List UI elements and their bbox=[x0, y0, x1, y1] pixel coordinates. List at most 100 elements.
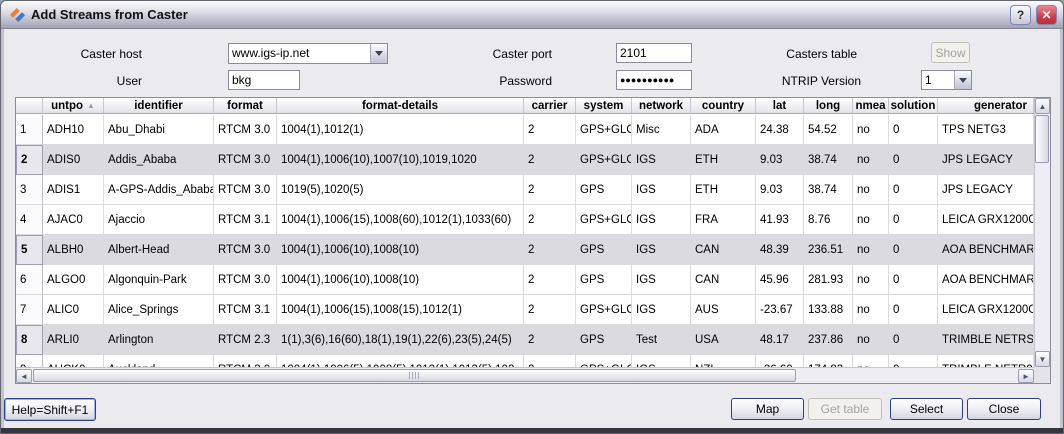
cell-identifier: A-GPS-Addis_Ababa bbox=[104, 175, 214, 205]
row-number-cell[interactable]: 1 bbox=[16, 115, 43, 145]
row-number-cell[interactable]: 6 bbox=[16, 265, 43, 295]
app-icon bbox=[9, 8, 26, 23]
table-body: 1 ADH10 Abu_Dhabi RTCM 3.0 1004(1),1012(… bbox=[16, 115, 1034, 367]
table-row[interactable]: 6 ALGO0 Algonquin-Park RTCM 3.0 1004(1),… bbox=[16, 265, 1034, 295]
cell-solution: 0 bbox=[889, 235, 938, 265]
row-number-cell[interactable]: 8 bbox=[16, 325, 43, 355]
header-system[interactable]: system bbox=[576, 98, 632, 113]
table-row[interactable]: 4 AJAC0 Ajaccio RTCM 3.1 1004(1),1006(15… bbox=[16, 205, 1034, 235]
vertical-scrollbar-thumb[interactable] bbox=[1035, 115, 1049, 163]
caster-host-combo[interactable]: www.igs-ip.net bbox=[228, 43, 388, 64]
streams-table: untpo ▲ identifier format format-details… bbox=[15, 97, 1051, 384]
header-long[interactable]: long bbox=[804, 98, 853, 113]
header-solution[interactable]: solution bbox=[889, 98, 938, 113]
ntrip-version-value: 1 bbox=[925, 73, 932, 87]
cell-lat: 24.38 bbox=[756, 115, 804, 145]
close-button[interactable]: Close bbox=[967, 398, 1041, 420]
cell-carrier: 2 bbox=[524, 325, 576, 355]
cell-lat: 9.03 bbox=[756, 175, 804, 205]
caster-port-input[interactable]: 2101 bbox=[616, 43, 692, 63]
user-input[interactable]: bkg bbox=[228, 70, 300, 90]
header-format-details[interactable]: format-details bbox=[277, 98, 524, 113]
cell-format: RTCM 3.0 bbox=[214, 145, 277, 175]
cell-system: GPS bbox=[576, 265, 632, 295]
scroll-right-icon[interactable]: ► bbox=[1018, 369, 1034, 383]
cell-solution: 0 bbox=[889, 265, 938, 295]
titlebar[interactable]: Add Streams from Caster ? ✕ bbox=[1, 1, 1063, 29]
cell-carrier: 2 bbox=[524, 265, 576, 295]
header-country[interactable]: country bbox=[691, 98, 756, 113]
header-corner[interactable] bbox=[16, 98, 43, 113]
header-mountpoint[interactable]: untpo ▲ bbox=[43, 98, 104, 113]
cell-country: NZL bbox=[691, 355, 756, 367]
cell-long: 236.51 bbox=[804, 235, 853, 265]
cell-system: GPS+GLO bbox=[576, 355, 632, 367]
row-number-cell[interactable]: 5 bbox=[16, 235, 43, 265]
scroll-left-icon[interactable]: ◄ bbox=[16, 369, 32, 383]
show-button[interactable]: Show bbox=[931, 42, 970, 63]
row-number-cell[interactable]: 9 bbox=[16, 355, 43, 367]
row-number-cell[interactable]: 3 bbox=[16, 175, 43, 205]
cell-identifier: Albert-Head bbox=[104, 235, 214, 265]
cell-generator: AOA BENCHMARK bbox=[938, 235, 1034, 265]
cell-format-details: 1004(1),1006(10),1008(10) bbox=[277, 235, 524, 265]
cell-mountpoint: ALIC0 bbox=[43, 295, 104, 325]
horizontal-scrollbar[interactable]: ◄ ► bbox=[16, 367, 1034, 383]
map-button[interactable]: Map bbox=[731, 398, 804, 420]
cell-nmea: no bbox=[853, 235, 889, 265]
header-nmea[interactable]: nmea bbox=[853, 98, 889, 113]
cell-lat: 48.17 bbox=[756, 325, 804, 355]
header-format[interactable]: format bbox=[214, 98, 277, 113]
cell-format: RTCM 3.0 bbox=[214, 115, 277, 145]
header-lat[interactable]: lat bbox=[756, 98, 804, 113]
cell-identifier: Alice_Springs bbox=[104, 295, 214, 325]
row-number-cell[interactable]: 4 bbox=[16, 205, 43, 235]
ntrip-version-combo[interactable]: 1 bbox=[921, 70, 972, 90]
table-row[interactable]: 2 ADIS0 Addis_Ababa RTCM 3.0 1004(1),100… bbox=[16, 145, 1034, 175]
cell-nmea: no bbox=[853, 355, 889, 367]
ntrip-version-dropdown-button[interactable] bbox=[954, 71, 971, 89]
scrollbar-corner bbox=[1034, 367, 1050, 383]
get-table-button[interactable]: Get table bbox=[808, 398, 882, 420]
titlebar-help-button[interactable]: ? bbox=[1010, 4, 1031, 25]
cell-format: RTCM 3.1 bbox=[214, 205, 277, 235]
row-number-cell[interactable]: 7 bbox=[16, 295, 43, 325]
table-row[interactable]: 9 AUCK0 Auckland RTCM 3.0 1004(1),1006(5… bbox=[16, 355, 1034, 367]
caster-host-dropdown-button[interactable] bbox=[370, 44, 387, 63]
cell-long: 133.88 bbox=[804, 295, 853, 325]
cell-mountpoint: ADH10 bbox=[43, 115, 104, 145]
cell-lat: 48.39 bbox=[756, 235, 804, 265]
header-identifier[interactable]: identifier bbox=[104, 98, 214, 113]
titlebar-close-icon[interactable]: ✕ bbox=[1036, 4, 1057, 25]
cell-generator: LEICA GRX1200GG bbox=[938, 205, 1034, 235]
scroll-down-icon[interactable]: ▼ bbox=[1035, 351, 1050, 367]
window-bottom-edge bbox=[1, 428, 1063, 433]
table-row[interactable]: 8 ARLI0 Arlington RTCM 2.3 1(1),3(6),16(… bbox=[16, 325, 1034, 355]
cell-carrier: 2 bbox=[524, 115, 576, 145]
cell-lat: 45.96 bbox=[756, 265, 804, 295]
cell-solution: 0 bbox=[889, 145, 938, 175]
cell-format: RTCM 3.0 bbox=[214, 265, 277, 295]
table-row[interactable]: 3 ADIS1 A-GPS-Addis_Ababa RTCM 3.0 1019(… bbox=[16, 175, 1034, 205]
row-number-cell[interactable]: 2 bbox=[16, 145, 43, 175]
password-input[interactable]: ●●●●●●●●●● bbox=[616, 70, 692, 90]
header-carrier[interactable]: carrier bbox=[524, 98, 576, 113]
help-shortcut-button[interactable]: Help=Shift+F1 bbox=[4, 398, 96, 421]
horizontal-scrollbar-thumb[interactable] bbox=[33, 369, 796, 382]
table-row[interactable]: 7 ALIC0 Alice_Springs RTCM 3.1 1004(1),1… bbox=[16, 295, 1034, 325]
vertical-scrollbar[interactable]: ▲ ▼ bbox=[1034, 98, 1050, 367]
cell-generator: JPS LEGACY bbox=[938, 145, 1034, 175]
table-row[interactable]: 1 ADH10 Abu_Dhabi RTCM 3.0 1004(1),1012(… bbox=[16, 115, 1034, 145]
cell-generator: TRIMBLE NETR9 bbox=[938, 355, 1034, 367]
scroll-up-icon[interactable]: ▲ bbox=[1035, 98, 1050, 114]
cell-carrier: 2 bbox=[524, 175, 576, 205]
cell-network: IGS bbox=[632, 175, 691, 205]
table-row[interactable]: 5 ALBH0 Albert-Head RTCM 3.0 1004(1),100… bbox=[16, 235, 1034, 265]
caster-port-label: Caster port bbox=[492, 47, 552, 61]
header-generator[interactable]: generator bbox=[938, 98, 1034, 113]
cell-country: AUS bbox=[691, 295, 756, 325]
cell-long: 281.93 bbox=[804, 265, 853, 295]
select-button[interactable]: Select bbox=[890, 398, 963, 420]
cell-solution: 0 bbox=[889, 325, 938, 355]
header-network[interactable]: network bbox=[632, 98, 691, 113]
